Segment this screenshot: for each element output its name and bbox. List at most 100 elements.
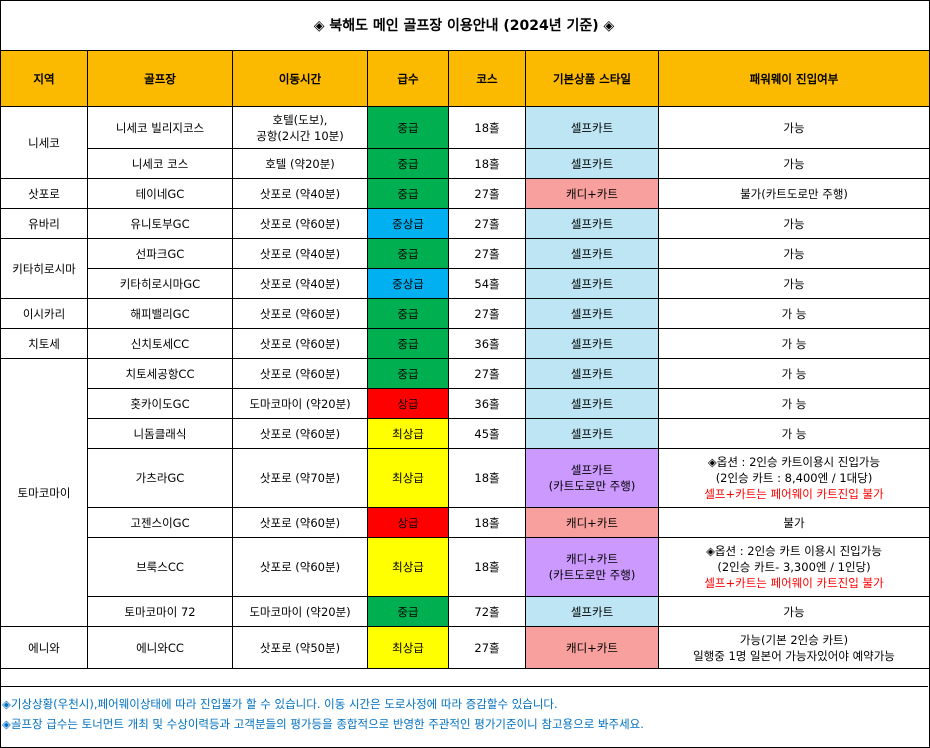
table-row: 브룩스CC 삿포로 (약60분) 최상급 18홀 캐디+카트 (카트도로만 주행)… — [1, 537, 930, 597]
course-cell: 홋카이도GC — [87, 388, 233, 419]
table-row: 니돔클래식 삿포로 (약60분) 최상급 45홀 셀프카트 가 능 — [1, 418, 930, 449]
grade-cell: 최상급 — [367, 626, 449, 669]
header-course: 골프장 — [87, 50, 233, 107]
holes-cell: 45홀 — [448, 418, 526, 449]
course-cell: 니돔클래식 — [87, 418, 233, 449]
course-cell: 키타히로시마GC — [87, 268, 233, 299]
style-cell: 셀프카트 (카트도로만 주행) — [525, 448, 659, 508]
fairway-cell: 불가 — [658, 507, 930, 538]
grade-cell: 중급 — [367, 238, 449, 269]
style-line: 캐디+카트 — [566, 552, 618, 566]
holes-cell: 72홀 — [448, 596, 526, 627]
travel-cell: 호텔 (약20분) — [232, 148, 368, 179]
holes-cell: 36홀 — [448, 328, 526, 359]
grade-cell: 상급 — [367, 507, 449, 538]
table-row: 키타히로시마 선파크GC 삿포로 (약40분) 중급 27홀 셀프카트 가능 — [0, 238, 930, 299]
fairway-cell: 불가(카트도로만 주행) — [658, 178, 930, 209]
region-cell: 삿포로 — [0, 178, 88, 209]
table-row: 토마코마이 72 도마코마이 (약20분) 중급 72홀 셀프카트 가능 — [1, 596, 930, 627]
grade-cell: 중급 — [367, 298, 449, 329]
style-cell: 셀프카트 — [525, 238, 659, 269]
holes-cell: 18홀 — [448, 106, 526, 149]
fairway-cell: 가능 — [658, 148, 930, 179]
fairway-cell: 가능 — [658, 268, 930, 299]
style-cell: 셀프카트 — [525, 418, 659, 449]
table-row: 삿포로 테이네GC 삿포로 (약40분) 중급 27홀 캐디+카트 불가(카트도… — [0, 178, 930, 209]
holes-cell: 18홀 — [448, 507, 526, 538]
course-cell: 치토세공항CC — [87, 358, 233, 389]
grade-cell: 중급 — [367, 178, 449, 209]
table-row: 치토세 신치토세CC 삿포로 (약60분) 중급 36홀 셀프카트 가 능 — [0, 328, 930, 359]
style-cell: 셀프카트 — [525, 148, 659, 179]
course-cell: 니세코 코스 — [87, 148, 233, 179]
holes-cell: 27홀 — [448, 208, 526, 239]
travel-cell: 삿포로 (약40분) — [232, 268, 368, 299]
travel-cell: 삿포로 (약60분) — [232, 358, 368, 389]
travel-cell: 삿포로 (약40분) — [232, 178, 368, 209]
holes-cell: 18홀 — [448, 148, 526, 179]
travel-cell: 호텔(도보), 공항(2시간 10분) — [232, 106, 368, 149]
header-travel: 이동시간 — [232, 50, 368, 107]
travel-cell: 도마코마이 (약20분) — [232, 388, 368, 419]
style-cell: 셀프카트 — [525, 328, 659, 359]
header-holes: 코스 — [448, 50, 526, 107]
travel-cell: 삿포로 (약60분) — [232, 298, 368, 329]
course-cell: 브룩스CC — [87, 537, 233, 597]
style-cell: 셀프카트 — [525, 208, 659, 239]
table-row: 고젠스이GC 삿포로 (약60분) 상급 18홀 캐디+카트 불가 — [1, 507, 930, 538]
style-line: (카트도로만 주행) — [548, 479, 636, 493]
fairway-line: ◈옵션 : 2인승 카트이용시 진입가능 — [707, 455, 881, 469]
course-cell: 니세코 빌리지코스 — [87, 106, 233, 149]
holes-cell: 27홀 — [448, 238, 526, 269]
fairway-cell: 가능 — [658, 208, 930, 239]
grade-cell: 중급 — [367, 328, 449, 359]
style-cell: 셀프카트 — [525, 298, 659, 329]
travel-cell: 삿포로 (약50분) — [232, 626, 368, 669]
grade-cell: 중급 — [367, 106, 449, 149]
fairway-cell: 가 능 — [658, 388, 930, 419]
header-style: 기본상품 스타일 — [525, 50, 659, 107]
course-cell: 고젠스이GC — [87, 507, 233, 538]
header-fairway: 패워웨이 진입여부 — [658, 50, 930, 107]
fairway-cell: 가 능 — [658, 418, 930, 449]
table-row: 유바리 유니토부GC 삿포로 (약60분) 중상급 27홀 셀프카트 가능 — [0, 208, 930, 239]
travel-cell: 삿포로 (약60분) — [232, 537, 368, 597]
style-cell: 캐디+카트 — [525, 507, 659, 538]
travel-cell: 삿포로 (약60분) — [232, 507, 368, 538]
style-line: 셀프카트 — [570, 463, 614, 477]
style-cell: 캐디+카트 — [525, 178, 659, 209]
holes-cell: 27홀 — [448, 358, 526, 389]
grade-cell: 중상급 — [367, 268, 449, 299]
travel-cell: 삿포로 (약70분) — [232, 448, 368, 508]
fairway-line: (2인승 카트 : 8,400엔 / 1대당) — [715, 471, 873, 485]
holes-cell: 18홀 — [448, 537, 526, 597]
fairway-cell: 가 능 — [658, 358, 930, 389]
table-row: 에니와 에니와CC 삿포로 (약50분) 최상급 27홀 캐디+카트 가능(기본… — [0, 626, 930, 669]
golf-course-table: 지역 골프장 이동시간 급수 코스 기본상품 스타일 패워웨이 진입여부 니세코… — [0, 50, 930, 669]
table-row: 이시카리 해피밸리GC 삿포로 (약60분) 중급 27홀 셀프카트 가 능 — [0, 298, 930, 329]
region-cell: 토마코마이 — [0, 358, 88, 627]
region-cell: 키타히로시마 — [0, 238, 88, 299]
table-row: 키타히로시마GC 삿포로 (약40분) 중상급 54홀 셀프카트 가능 — [1, 268, 930, 299]
footnote-weather: ◈기상상황(우천시),페어웨이상태에 따라 진입불가 할 수 있습니다. 이동 … — [2, 697, 558, 711]
grade-cell: 중상급 — [367, 208, 449, 239]
table-row: 니세코 니세코 빌리지코스 호텔(도보), 공항(2시간 10분) 중급 18홀 … — [0, 106, 930, 179]
travel-cell: 삿포로 (약60분) — [232, 328, 368, 359]
travel-cell: 삿포로 (약40분) — [232, 238, 368, 269]
footnotes: ◈기상상황(우천시),페어웨이상태에 따라 진입불가 할 수 있습니다. 이동 … — [0, 686, 928, 747]
holes-cell: 27홀 — [448, 178, 526, 209]
grade-cell: 최상급 — [367, 418, 449, 449]
grade-cell: 중급 — [367, 358, 449, 389]
course-cell: 토마코마이 72 — [87, 596, 233, 627]
travel-cell: 도마코마이 (약20분) — [232, 596, 368, 627]
fairway-cell: 가능 — [658, 238, 930, 269]
fairway-cell: 가능 — [658, 106, 930, 149]
fairway-cell: ◈옵션 : 2인승 카트이용시 진입가능 (2인승 카트 : 8,400엔 / 1… — [658, 448, 930, 508]
course-cell: 유니토부GC — [87, 208, 233, 239]
table-row: 가츠라GC 삿포로 (약70분) 최상급 18홀 셀프카트 (카트도로만 주행) … — [1, 448, 930, 508]
travel-cell: 삿포로 (약60분) — [232, 208, 368, 239]
travel-line: 호텔(도보), — [272, 112, 328, 127]
course-cell: 테이네GC — [87, 178, 233, 209]
table-row: 니세코 코스 호텔 (약20분) 중급 18홀 셀프카트 가능 — [1, 148, 930, 179]
course-cell: 선파크GC — [87, 238, 233, 269]
